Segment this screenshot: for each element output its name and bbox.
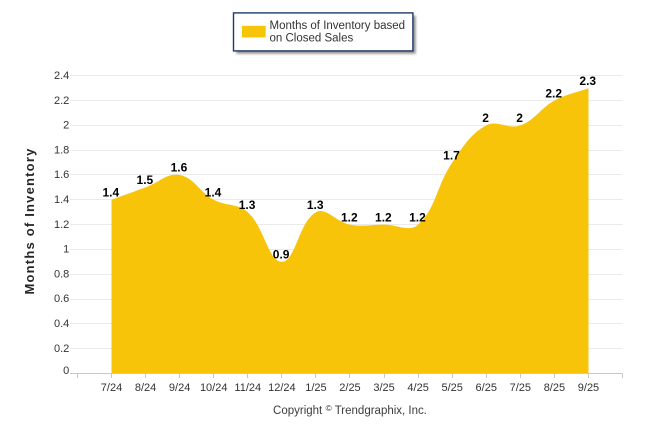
svg-text:0.6: 0.6: [54, 293, 69, 305]
svg-text:1.5: 1.5: [137, 173, 154, 187]
svg-text:1: 1: [63, 244, 69, 256]
svg-text:0: 0: [63, 365, 69, 377]
svg-text:1/25: 1/25: [305, 382, 326, 394]
svg-text:8/25: 8/25: [544, 382, 565, 394]
svg-text:2.2: 2.2: [545, 86, 562, 100]
svg-text:0.9: 0.9: [273, 248, 290, 262]
svg-text:on Closed Sales: on Closed Sales: [270, 32, 354, 44]
svg-text:1.3: 1.3: [307, 198, 324, 212]
svg-text:2.2: 2.2: [54, 95, 69, 107]
svg-text:11/24: 11/24: [234, 382, 261, 394]
svg-text:7/25: 7/25: [510, 382, 531, 394]
svg-text:Months of Inventory: Months of Inventory: [22, 147, 37, 294]
svg-text:2: 2: [516, 111, 523, 125]
svg-text:7/24: 7/24: [101, 382, 122, 394]
svg-text:2/25: 2/25: [339, 382, 360, 394]
svg-text:1.2: 1.2: [54, 219, 69, 231]
svg-text:9/25: 9/25: [578, 382, 599, 394]
svg-text:1.2: 1.2: [375, 210, 392, 224]
svg-text:8/24: 8/24: [135, 382, 156, 394]
svg-text:1.4: 1.4: [102, 186, 119, 200]
svg-text:9/24: 9/24: [169, 382, 190, 394]
svg-text:2.4: 2.4: [54, 70, 69, 82]
svg-text:3/25: 3/25: [373, 382, 394, 394]
svg-text:Copyright © Trendgraphix, Inc.: Copyright © Trendgraphix, Inc.: [273, 403, 427, 417]
svg-text:1.8: 1.8: [54, 144, 69, 156]
svg-text:1.6: 1.6: [171, 161, 188, 175]
svg-text:1.4: 1.4: [54, 194, 69, 206]
svg-text:0.4: 0.4: [54, 318, 69, 330]
svg-text:1.7: 1.7: [443, 148, 460, 162]
svg-text:6/25: 6/25: [476, 382, 497, 394]
svg-text:Months of Inventory based: Months of Inventory based: [270, 20, 406, 32]
svg-text:1.3: 1.3: [239, 198, 256, 212]
svg-text:2: 2: [63, 120, 69, 132]
svg-text:0.8: 0.8: [54, 268, 69, 280]
svg-text:1.2: 1.2: [341, 210, 358, 224]
svg-text:2: 2: [482, 111, 489, 125]
svg-text:0.2: 0.2: [54, 343, 69, 355]
svg-text:1.2: 1.2: [409, 210, 426, 224]
svg-text:10/24: 10/24: [200, 382, 228, 394]
svg-text:1.6: 1.6: [54, 169, 69, 181]
svg-text:2.3: 2.3: [579, 74, 596, 88]
svg-text:4/25: 4/25: [407, 382, 428, 394]
svg-text:5/25: 5/25: [441, 382, 462, 394]
svg-text:12/24: 12/24: [268, 382, 296, 394]
svg-text:1.4: 1.4: [205, 186, 222, 200]
